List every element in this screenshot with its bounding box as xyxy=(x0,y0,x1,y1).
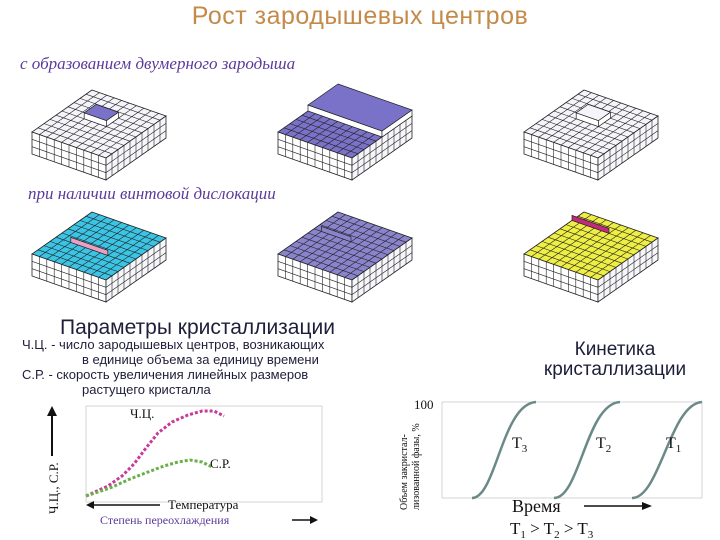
subtitle-screw-dislocation: при наличии винтовой дислокации xyxy=(28,184,276,203)
curve-label-t2: T2 xyxy=(596,435,611,455)
kinetics-chart-frame xyxy=(441,401,703,499)
time-label: Время xyxy=(512,496,561,516)
crystal-illustrations xyxy=(31,83,659,303)
nc-curve-label: Ч.Ц. xyxy=(130,406,154,421)
kinetics-y-label-2: лизованной фазы, % xyxy=(411,423,422,510)
curve-label-t3: T3 xyxy=(512,435,528,455)
curve-t1 xyxy=(631,400,703,500)
undercooling-label: Степень переохлаждения xyxy=(100,513,230,527)
curve-t2 xyxy=(553,400,621,500)
y-axis-label: Ч.Ц., С.Р. xyxy=(46,462,61,514)
nucleation-growth-chart: Ч.Ц., С.Р. Ч.Ц. С.Р. Температура Степень… xyxy=(46,405,323,527)
curve-label-t1: T1 xyxy=(666,435,681,455)
sr-curve-label: С.Р. xyxy=(210,456,231,471)
subtitle-two-dim-nucleus: с образованием двумерного зародыша xyxy=(20,54,296,73)
slide-title: Рост зародышевых центров xyxy=(191,2,529,30)
nc-definition: Ч.Ц. - число зародышевых центров, возник… xyxy=(22,337,325,352)
sr-definition-cont: растущего кристалла xyxy=(82,382,211,397)
kinetics-chart: Объем закристал- лизованной фазы, % 100 … xyxy=(399,397,703,540)
sr-definition: С.Р. - скорость увеличения линейных разм… xyxy=(22,367,309,382)
kinetics-y-label-1: Объем закристал- xyxy=(399,434,410,510)
temperature-label: Температура xyxy=(168,497,239,512)
undercooling-arrowhead xyxy=(310,516,318,524)
nc-definition-cont: в единице объема за единицу времени xyxy=(82,352,319,367)
chart-frame xyxy=(85,405,323,503)
curve-t3 xyxy=(471,400,537,500)
crystal-screw-initial xyxy=(31,211,167,303)
temperature-arrowhead xyxy=(86,501,94,509)
kinetics-title: Кинетика кристаллизации xyxy=(535,340,695,380)
crystal-screw-advanced xyxy=(523,211,659,303)
crystal-screw-intermediate xyxy=(277,211,413,303)
nc-curve xyxy=(85,409,225,498)
kinetics-title-line1: Кинетика xyxy=(574,339,656,360)
y-axis-arrowhead xyxy=(47,406,57,416)
crystal-2d-nucleus-partial xyxy=(277,83,413,181)
kinetics-title-line2: кристаллизации xyxy=(543,359,687,380)
time-arrowhead xyxy=(642,502,652,510)
kinetics-y-tick-100: 100 xyxy=(414,397,434,412)
crystal-2d-nucleus-initial xyxy=(31,89,167,181)
temperature-relation: T1 > T2 > T3 xyxy=(510,519,594,540)
params-title: Параметры кристаллизации xyxy=(60,316,335,339)
sr-curve xyxy=(85,458,213,498)
crystal-2d-nucleus-complete xyxy=(523,89,659,181)
